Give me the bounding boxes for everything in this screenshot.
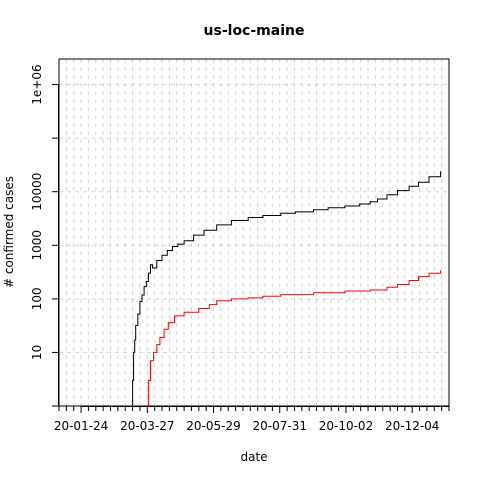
y-axis: 10 100 1000 10000 1e+06 [30, 64, 59, 407]
series-line-1 [131, 171, 442, 407]
y-tick-label: 10000 [30, 173, 44, 211]
y-tick-label: 1e+06 [30, 64, 44, 104]
x-tick-label: 20-01-24 [54, 419, 108, 433]
y-axis-label: # confirmed cases [2, 176, 16, 288]
x-tick-label: 20-07-31 [253, 419, 307, 433]
x-axis-label: date [240, 450, 267, 464]
x-tick-label: 20-12-04 [385, 419, 439, 433]
y-tick-label: 100 [30, 287, 44, 310]
chart-title: us-loc-maine [204, 23, 305, 39]
x-tick-label: 20-10-02 [319, 419, 373, 433]
x-tick-label: 20-03-27 [120, 419, 174, 433]
series-line-2 [147, 270, 442, 407]
y-tick-label: 10 [30, 345, 44, 360]
y-tick-label: 1000 [30, 230, 44, 261]
x-tick-label: 20-05-29 [186, 419, 240, 433]
x-axis: 20-01-24 20-03-27 20-05-29 20-07-31 20-10-02… [54, 406, 450, 433]
grid-layer [58, 59, 450, 407]
series-layer [131, 171, 442, 407]
